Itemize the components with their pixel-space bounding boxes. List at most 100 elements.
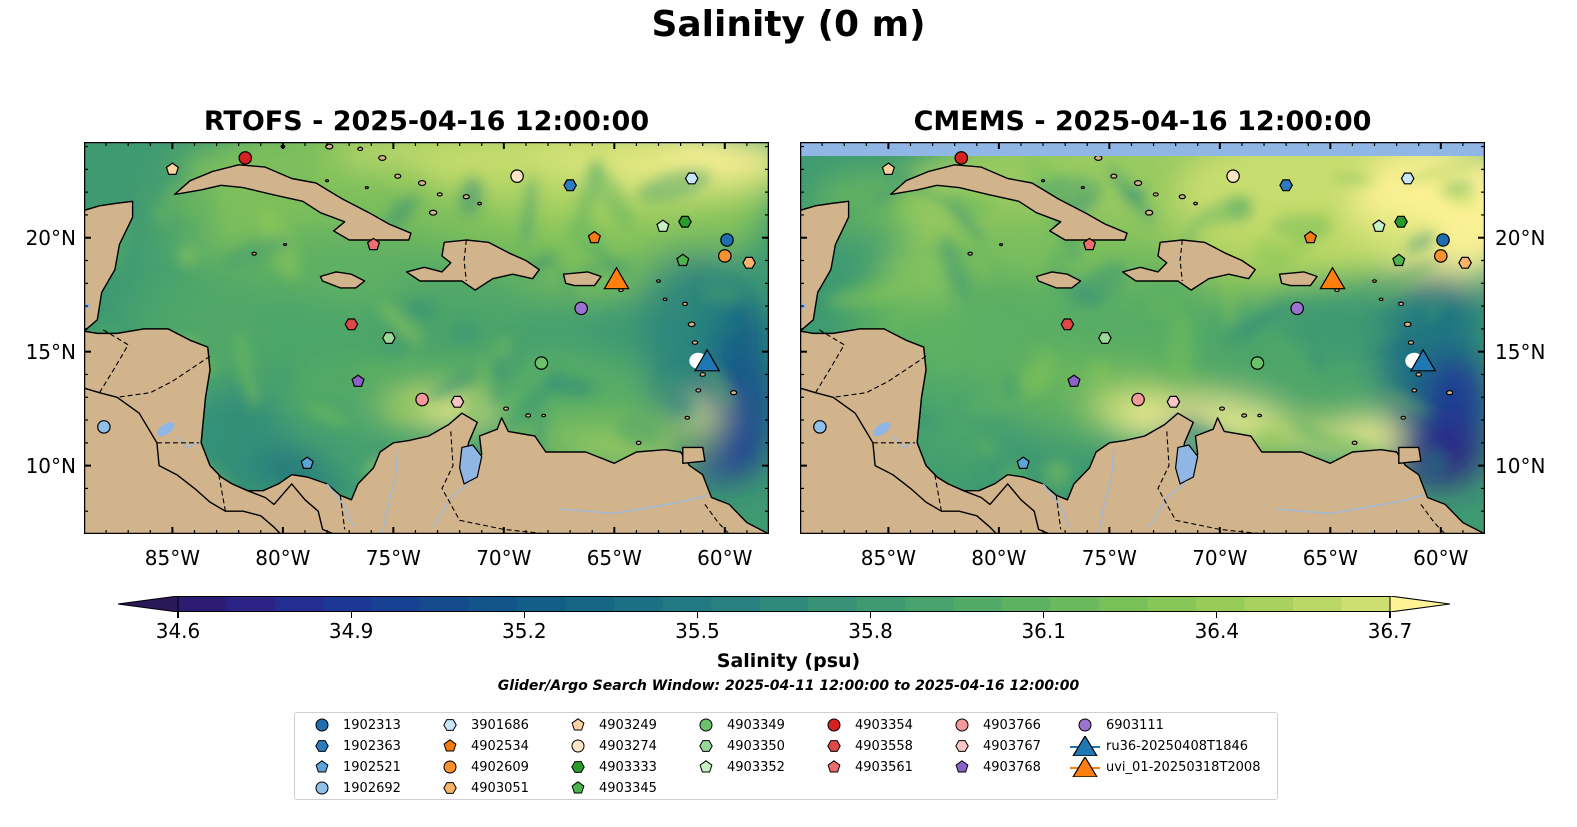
land-hispaniola	[1121, 239, 1256, 291]
legend-label: 4903558	[855, 738, 913, 754]
platform-marker[interactable]: 4903345	[676, 253, 690, 267]
legend-label: 4903051	[471, 780, 529, 796]
legend-entry: 4903768	[947, 757, 1041, 777]
platform-marker[interactable]: 4903354	[238, 151, 253, 165]
platform-marker[interactable]: 1902363	[563, 179, 577, 192]
platform-marker[interactable]: 4903766	[415, 392, 429, 407]
circle-marker-icon	[699, 718, 713, 732]
legend: 1902313 1902363 1902521 1902692 3901686 49025…	[294, 712, 1278, 800]
platform-marker[interactable]: 4903352	[656, 219, 670, 232]
colorbar-segment	[1099, 596, 1149, 612]
platform-marker[interactable]: 4903558	[1060, 318, 1075, 331]
platform-marker[interactable]: 4902534	[1303, 230, 1318, 244]
pentagon-marker-icon	[571, 718, 585, 731]
legend-entry: uvi_01-20250318T2008	[1070, 757, 1260, 777]
platform-marker[interactable]: uvi_01-20250318T2008	[603, 266, 630, 290]
platform-marker[interactable]: 4903333	[678, 215, 692, 228]
hexagon-marker-icon	[443, 719, 457, 731]
platform-marker[interactable]: 1902521	[1016, 456, 1030, 469]
x-tick-label: 80°W	[255, 546, 311, 570]
platform-marker[interactable]: 3901686	[1400, 172, 1415, 185]
pentagon-marker-icon	[955, 760, 969, 773]
land-central-america	[84, 328, 335, 534]
legend-entry: 1902692	[307, 778, 401, 798]
colorbar-segment	[1244, 596, 1294, 612]
platform-marker[interactable]: 6903111	[1290, 301, 1304, 316]
map-panel-cmems[interactable]: 1902313 1902363 1902521 1902692 3901686 49025…	[800, 142, 1485, 534]
platform-marker[interactable]: ru36-20250408T1846	[1409, 348, 1437, 372]
platform-marker[interactable]: 4903561	[366, 237, 381, 251]
legend-entry: 4903352	[691, 757, 785, 777]
y-tick-label: 20°N	[25, 225, 76, 250]
platform-marker[interactable]: 1902521	[300, 456, 314, 469]
platform-marker[interactable]: 6903111	[574, 301, 588, 316]
land-hispaniola	[405, 239, 540, 291]
legend-entry: 4903350	[691, 736, 785, 756]
circle-marker-icon	[1078, 718, 1092, 732]
platform-marker[interactable]: 4903350	[382, 332, 396, 344]
platform-marker[interactable]: 4903768	[1067, 374, 1081, 387]
legend-label: 4902609	[471, 759, 529, 775]
hexagon-marker-icon	[571, 761, 585, 773]
legend-label: 4903249	[599, 717, 657, 733]
platform-marker[interactable]: 4903352	[1372, 219, 1386, 232]
platform-marker[interactable]: 4903767	[1166, 395, 1181, 408]
platform-marker[interactable]: 3901686	[684, 172, 699, 185]
platform-marker[interactable]: 4903768	[351, 374, 365, 387]
platform-marker[interactable]: 4902609	[1434, 249, 1448, 263]
platform-marker[interactable]: 4903349	[534, 356, 549, 370]
platform-marker[interactable]: 1902692	[813, 420, 827, 434]
platform-marker[interactable]: 4903349	[1250, 356, 1265, 370]
platform-marker[interactable]: ru36-20250408T1846	[693, 348, 721, 372]
platform-marker[interactable]: 4903333	[1394, 215, 1408, 228]
platform-marker[interactable]: 4903767	[450, 395, 465, 408]
colorbar-segment	[614, 596, 664, 612]
platform-marker[interactable]: 4903561	[1082, 237, 1097, 251]
platform-marker[interactable]: 4903558	[344, 318, 359, 331]
platform-marker[interactable]: 4903051	[1458, 256, 1472, 269]
colorbar-segment	[517, 596, 567, 612]
platform-marker[interactable]: 1902313	[720, 233, 734, 247]
y-tick-label: 15°N	[1495, 339, 1546, 364]
map-panel-rtofs[interactable]: 1902313 1902363 1902521 1902692 3901686 49025…	[84, 142, 769, 534]
legend-entry: 4903274	[563, 736, 657, 756]
legend-label: 6903111	[1106, 717, 1164, 733]
legend-entry: 4903561	[819, 757, 913, 777]
platform-marker[interactable]: 4903249	[165, 162, 180, 176]
legend-entry: 4903051	[435, 778, 529, 798]
x-tick-label: 60°W	[1413, 546, 1469, 570]
triangle-marker-icon	[1070, 736, 1100, 756]
legend-entry: 4902534	[435, 736, 529, 756]
colorbar-segment	[1196, 596, 1246, 612]
colorbar-tick-label: 36.7	[1367, 619, 1413, 643]
platform-marker[interactable]: 1902692	[97, 420, 111, 434]
colorbar-segment	[1293, 596, 1343, 612]
platform-marker[interactable]: 4903345	[1392, 253, 1406, 267]
platform-marker[interactable]: uvi_01-20250318T2008	[1319, 266, 1346, 290]
platform-marker[interactable]: 4903051	[742, 256, 756, 269]
platform-marker[interactable]: 4902534	[587, 230, 602, 244]
platform-marker[interactable]: 1902363	[1279, 179, 1293, 192]
legend-label: 1902313	[343, 717, 401, 733]
colorbar-tick-label: 34.9	[328, 619, 374, 643]
triangle-marker-icon	[1070, 757, 1100, 777]
search-window-caption: Glider/Argo Search Window: 2025-04-11 12…	[497, 678, 1080, 694]
platform-marker[interactable]: 4903249	[881, 162, 896, 176]
platform-marker[interactable]: 4903274	[1226, 169, 1240, 183]
y-tick-label: 15°N	[25, 339, 76, 364]
colorbar-segment	[274, 596, 325, 612]
legend-entry: 4903558	[819, 736, 913, 756]
legend-entry: 6903111	[1070, 715, 1164, 735]
platform-marker[interactable]: 4903350	[1098, 332, 1112, 344]
legend-label: 1902521	[343, 759, 401, 775]
platform-marker[interactable]: 4902609	[718, 249, 732, 263]
platform-marker[interactable]: 4903274	[510, 169, 524, 183]
platform-marker[interactable]: 1902313	[1436, 233, 1450, 247]
platform-marker[interactable]: 4903354	[954, 151, 969, 165]
land-mexico	[84, 200, 134, 332]
colorbar-tick-label: 35.5	[675, 619, 720, 643]
pentagon-marker-icon	[571, 781, 585, 794]
x-tick-label: 85°W	[144, 546, 200, 570]
platform-marker[interactable]: 4903766	[1131, 392, 1145, 407]
